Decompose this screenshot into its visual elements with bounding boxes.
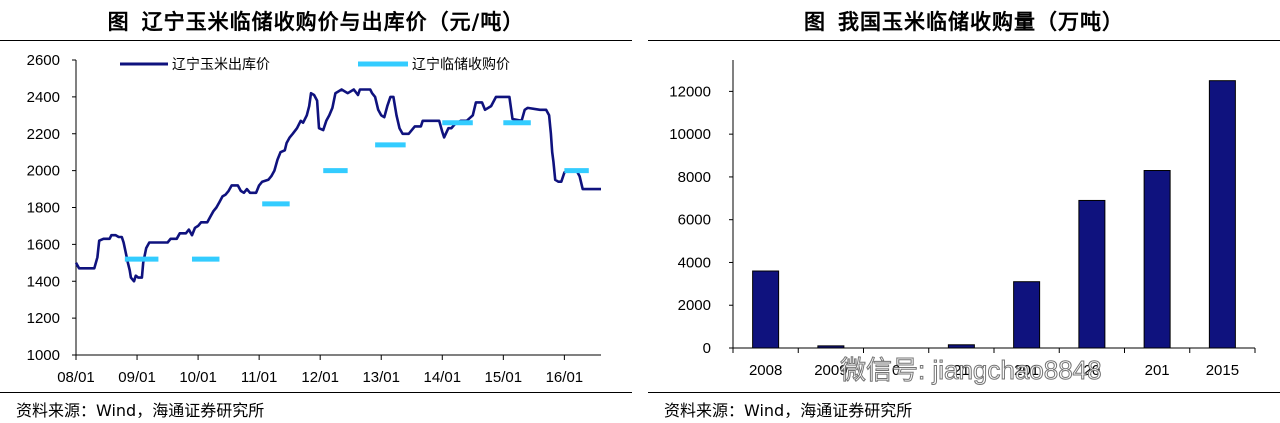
x-tick-label-2010: 0 bbox=[892, 362, 900, 379]
right-chart-title: 图 我国玉米临储收购量（万吨） bbox=[648, 4, 1280, 38]
x-tick-label: 12/01 bbox=[301, 369, 339, 386]
right-fig-label: 图 bbox=[804, 10, 826, 34]
legend-label-outbound-price: 辽宁玉米出库价 bbox=[172, 56, 270, 73]
x-tick-label: 10/01 bbox=[179, 369, 217, 386]
right-chart-panel: 图 我国玉米临储收购量（万吨） 0 2000 4000 6000 8000 10000 12… bbox=[648, 0, 1280, 423]
x-tick-label: 15/01 bbox=[485, 369, 523, 386]
x-tick-label-2009: 2009 bbox=[814, 362, 847, 379]
y-tick-label: 4000 bbox=[678, 254, 711, 271]
y-tick-label: 1000 bbox=[27, 347, 60, 364]
bar-2011 bbox=[947, 344, 975, 349]
y-tick-label: 0 bbox=[703, 340, 711, 357]
y-tick-label: 2200 bbox=[27, 126, 60, 143]
y-tick-label: 2600 bbox=[27, 52, 60, 69]
x-tick-label: 08/01 bbox=[57, 369, 95, 386]
legend: 辽宁玉米出库价 辽宁临储收购价 bbox=[120, 56, 510, 73]
y-tick-label: 2400 bbox=[27, 89, 60, 106]
bar-2008 bbox=[752, 270, 780, 349]
y-tick-label: 1200 bbox=[27, 310, 60, 327]
bar-2014 bbox=[1143, 170, 1171, 349]
line-chart: 1000 1200 1400 1600 1800 2000 2200 2400 2600 08/0… bbox=[27, 52, 601, 386]
x-tick-label-2014: 201 bbox=[1145, 362, 1170, 379]
left-bottom-rule bbox=[0, 392, 632, 393]
y-tick-label: 1600 bbox=[27, 236, 60, 253]
x-tick-label: 13/01 bbox=[362, 369, 400, 386]
bar-2013 bbox=[1078, 199, 1106, 349]
x-tick-label-2012: 201 bbox=[1014, 362, 1039, 379]
y-tick-label: 8000 bbox=[678, 169, 711, 186]
y-tick-label: 2000 bbox=[27, 163, 60, 180]
legend-label-purchase-price: 辽宁临储收购价 bbox=[412, 56, 510, 73]
x-tick-label-2008: 2008 bbox=[749, 362, 782, 379]
left-chart-title: 图 辽宁玉米临储收购价与出库价（元/吨） bbox=[0, 4, 632, 38]
right-top-rule bbox=[648, 40, 1280, 41]
right-source-note: 资料来源：Wind，海通证券研究所 bbox=[664, 401, 913, 420]
right-title-text: 我国玉米临储收购量（万吨） bbox=[838, 10, 1124, 34]
left-fig-label: 图 bbox=[107, 10, 130, 34]
x-tick-label: 14/01 bbox=[424, 369, 462, 386]
series-line-outbound-price bbox=[74, 88, 601, 283]
watermark-text: 微信号: jiangchao8848 bbox=[840, 355, 1103, 386]
bar-chart: 0 2000 4000 6000 8000 10000 12000 2008 2009 0 21 20… bbox=[669, 60, 1256, 379]
y-tick-label: 12000 bbox=[669, 83, 711, 100]
left-top-rule bbox=[0, 40, 632, 41]
y-tick-label: 1400 bbox=[27, 273, 60, 290]
x-tick-label-2011: 21 bbox=[953, 362, 970, 379]
x-tick-label: 09/01 bbox=[118, 369, 156, 386]
left-chart-panel: 图 辽宁玉米临储收购价与出库价（元/吨） 1000 1200 1400 1600 180… bbox=[0, 0, 632, 423]
right-bottom-rule bbox=[648, 392, 1280, 393]
bar-2012 bbox=[1013, 281, 1041, 349]
y-tick-label: 6000 bbox=[678, 212, 711, 229]
y-tick-label: 10000 bbox=[669, 126, 711, 143]
x-tick-label: 16/01 bbox=[546, 369, 584, 386]
x-tick-label-2015: 2015 bbox=[1206, 362, 1239, 379]
y-tick-label: 1800 bbox=[27, 200, 60, 217]
bar-2015 bbox=[1208, 80, 1236, 349]
x-tick-label: 11/01 bbox=[241, 369, 277, 386]
left-source-note: 资料来源：Wind，海通证券研究所 bbox=[16, 401, 265, 420]
left-title-text: 辽宁玉米临储收购价与出库价（元/吨） bbox=[141, 10, 525, 34]
y-tick-label: 2000 bbox=[678, 297, 711, 314]
bar-2009 bbox=[817, 345, 845, 349]
x-tick-label-2013: 20 bbox=[1084, 362, 1101, 379]
